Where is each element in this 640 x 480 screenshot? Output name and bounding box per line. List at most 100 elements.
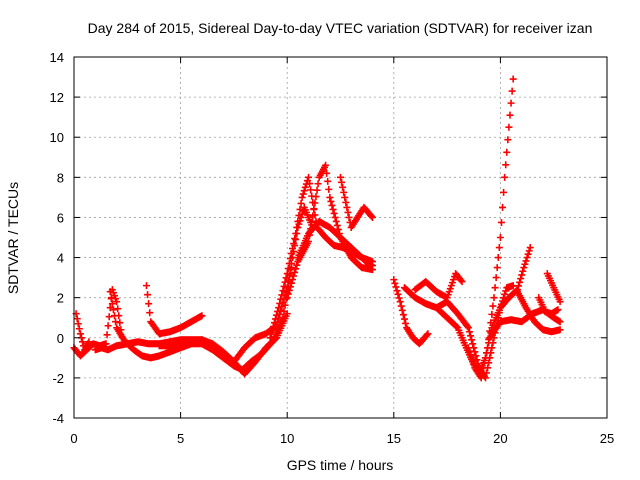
data-point (323, 169, 331, 177)
data-point (502, 287, 510, 295)
data-point (274, 307, 282, 315)
data-point (276, 299, 284, 307)
data-point (284, 265, 292, 273)
data-point (489, 302, 497, 310)
data-point (291, 268, 299, 276)
data-point (107, 294, 115, 302)
data-point (292, 229, 300, 237)
data-point (490, 294, 498, 302)
data-point (465, 347, 473, 355)
data-point (522, 257, 530, 265)
data-point (464, 344, 472, 352)
data-point (281, 278, 289, 286)
data-point (73, 315, 81, 323)
y-tick-label: 10 (50, 130, 64, 145)
data-point (508, 87, 516, 95)
y-tick-label: -2 (52, 371, 64, 386)
data-point (507, 99, 515, 107)
data-point (338, 178, 346, 186)
data-point (472, 352, 480, 360)
data-point (397, 302, 405, 310)
data-point (283, 310, 291, 318)
data-point (85, 338, 93, 346)
data-point (297, 199, 305, 207)
data-point (331, 213, 339, 221)
data-point (368, 213, 376, 221)
data-point (503, 148, 511, 156)
data-point (526, 244, 534, 252)
data-point (305, 173, 313, 181)
data-point (300, 187, 308, 195)
data-point (287, 250, 295, 258)
data-point (394, 290, 402, 298)
data-point (554, 306, 562, 314)
data-point (516, 278, 524, 286)
data-point (469, 340, 477, 348)
data-point (515, 282, 523, 290)
data-point (289, 276, 297, 284)
data-point (341, 193, 349, 201)
data-point (525, 247, 533, 255)
data-point (556, 298, 564, 306)
data-point (458, 278, 466, 286)
series-arc-l (390, 276, 432, 348)
data-point (502, 161, 510, 169)
data-point (477, 374, 485, 382)
data-point (484, 344, 492, 352)
data-point (296, 205, 304, 213)
data-point (468, 354, 476, 362)
data-point (453, 323, 461, 331)
data-point (390, 276, 398, 284)
data-point (310, 205, 318, 213)
data-point (105, 313, 113, 321)
data-point (470, 361, 478, 369)
data-point (290, 240, 298, 248)
x-tick-label: 25 (600, 431, 614, 446)
data-point (106, 288, 114, 296)
series-arc-k (337, 173, 376, 231)
data-point (279, 287, 287, 295)
data-point (326, 193, 334, 201)
data-point (268, 326, 276, 334)
data-point (146, 309, 154, 317)
data-point (327, 197, 335, 205)
data-point (500, 188, 508, 196)
data-point (488, 310, 496, 318)
data-point (396, 298, 404, 306)
y-tick-labels: -4 -2 0 2 4 6 8 10 12 14 (50, 50, 64, 426)
data-point (298, 210, 306, 218)
data-point (292, 265, 300, 273)
series-arc-j (294, 217, 376, 270)
y-tick-label: 2 (57, 291, 64, 306)
data-point (198, 312, 206, 320)
data-point (293, 261, 301, 269)
y-tick-label: 8 (57, 170, 64, 185)
data-point (104, 322, 112, 330)
x-tick-labels: 0 5 10 15 20 25 (70, 431, 614, 446)
data-point (480, 359, 488, 367)
data-point (393, 287, 401, 295)
data-point (278, 291, 286, 299)
data-point (328, 201, 336, 209)
data-point (285, 260, 293, 268)
series-arc-e (142, 282, 206, 338)
data-point (463, 322, 471, 330)
data-point (496, 234, 504, 241)
data-point (277, 295, 285, 303)
data-point (519, 267, 527, 275)
data-point (142, 282, 150, 290)
data-point (325, 185, 333, 193)
data-point (280, 282, 288, 290)
data-point (345, 213, 353, 221)
data-point (337, 173, 344, 181)
data-point (497, 218, 505, 226)
series-arc-r (513, 288, 564, 336)
data-point (311, 199, 319, 207)
data-point (307, 186, 315, 194)
data-point (332, 217, 340, 225)
data-point (267, 330, 275, 338)
x-tick-label: 20 (493, 431, 507, 446)
data-point (479, 364, 487, 372)
data-point (424, 330, 432, 338)
